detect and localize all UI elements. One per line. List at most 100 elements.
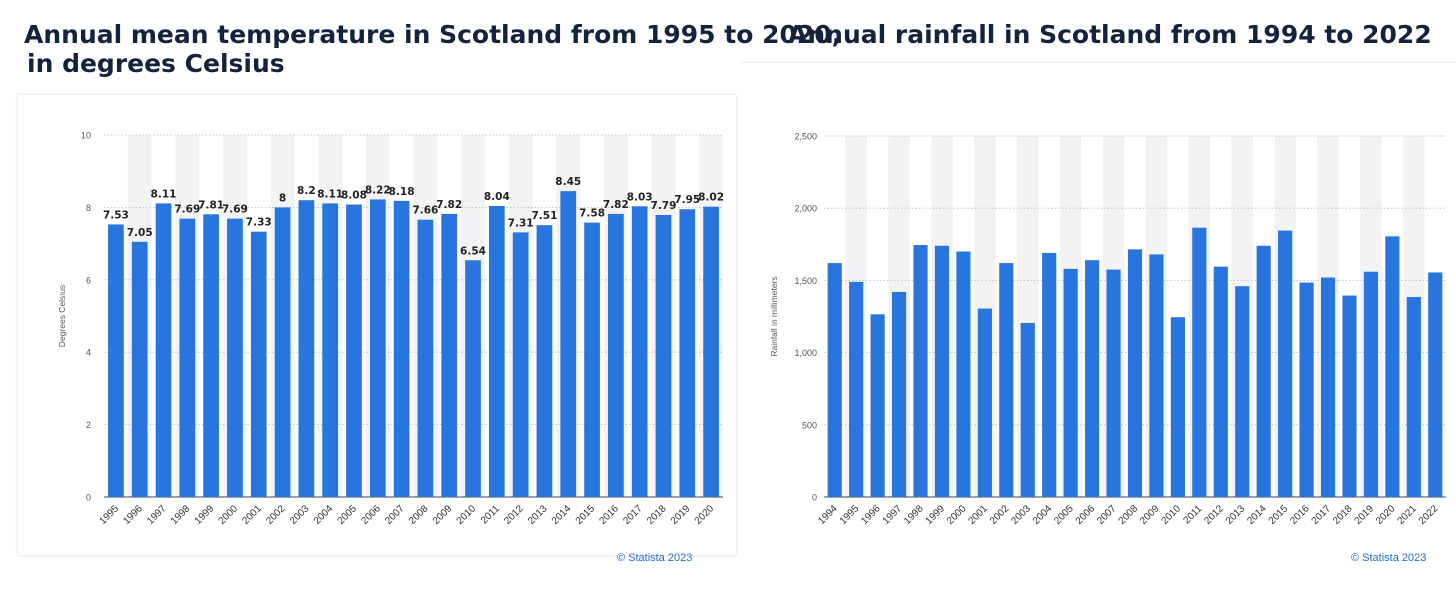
- bar: [155, 203, 172, 497]
- bar: [631, 206, 648, 497]
- bar: [346, 204, 362, 497]
- bar: [1192, 227, 1207, 497]
- chart-title-rainfall: Annual rainfall in Scotland from 1994 to…: [788, 20, 1448, 49]
- bar: [608, 213, 624, 497]
- temperature-chart: 0 2 4 6 8 10 Degrees Celsius 7.53 1995 7.05 1996 8.…: [57, 131, 724, 527]
- data-label: 8.45: [555, 176, 581, 188]
- x-tick-label: 2015: [574, 503, 598, 527]
- x-tick-label: 1996: [859, 503, 883, 527]
- data-label: 7.79: [651, 200, 677, 212]
- rainfall-chart-panel: 0 500 1,000 1,500 2,000 2,500 Rainfall in mill…: [740, 62, 1456, 563]
- bar: [956, 251, 971, 497]
- bar: [108, 224, 124, 497]
- data-label: 8.22: [365, 184, 391, 196]
- x-tick-label: 2013: [1224, 503, 1248, 527]
- bar: [512, 232, 529, 498]
- bar: [1256, 245, 1271, 497]
- x-tick-label: 2000: [217, 503, 241, 527]
- x-tick-label: 2019: [1353, 503, 1377, 527]
- data-label: 7.51: [531, 210, 557, 222]
- statista-credit[interactable]: © Statista 2023: [1351, 552, 1427, 564]
- chart-title-temperature: Annual mean temperature in Scotland from…: [24, 20, 842, 78]
- bar: [560, 191, 577, 498]
- x-tick-label: 2005: [1052, 503, 1076, 527]
- x-tick-label: 2010: [455, 503, 479, 527]
- x-tick-label: 2001: [966, 503, 990, 527]
- x-tick-label: 2017: [621, 503, 645, 527]
- x-tick-label: 1997: [145, 503, 169, 527]
- bar: [827, 263, 842, 497]
- x-tick-label: 2019: [669, 503, 693, 527]
- x-tick-label: 2012: [1202, 503, 1226, 527]
- bar: [679, 209, 696, 497]
- x-tick-label: 1998: [902, 503, 926, 527]
- title-line-1: Annual mean temperature in Scotland from…: [24, 20, 842, 49]
- y-tick-label: 6: [86, 275, 91, 285]
- x-tick-label: 2004: [1031, 503, 1055, 527]
- bar: [1385, 236, 1400, 497]
- x-tick-label: 2009: [1138, 503, 1162, 527]
- data-label: 8.08: [341, 190, 367, 202]
- data-label: 7.82: [436, 199, 462, 211]
- title-line-2: in degrees Celsius: [27, 49, 285, 78]
- bar: [849, 281, 864, 497]
- data-label: 7.69: [174, 204, 200, 216]
- bar: [274, 207, 291, 497]
- bar: [441, 213, 458, 497]
- y-tick-label: 0: [812, 493, 817, 503]
- x-tick-label: 2007: [1095, 503, 1119, 527]
- x-tick-label: 1994: [816, 503, 840, 527]
- x-tick-label: 2021: [1395, 503, 1419, 527]
- data-label: 8.03: [627, 191, 653, 203]
- x-tick-label: 2004: [312, 503, 336, 527]
- x-tick-label: 2010: [1160, 503, 1184, 527]
- bar: [1085, 260, 1100, 497]
- x-tick-label: 2007: [383, 503, 407, 527]
- bar: [393, 200, 410, 497]
- title-line-1: Annual rainfall in Scotland from 1994 to…: [788, 20, 1432, 49]
- data-label: 7.05: [127, 227, 153, 239]
- data-label: 7.31: [508, 217, 534, 229]
- bar: [1020, 322, 1035, 497]
- x-tick-label: 2009: [431, 503, 455, 527]
- data-label: 8.04: [484, 191, 510, 203]
- x-tick-label: 2002: [264, 503, 288, 527]
- bar: [891, 291, 907, 497]
- data-label: 7.53: [103, 209, 129, 221]
- data-label: 7.81: [198, 199, 224, 211]
- bar: [131, 241, 148, 497]
- x-tick-label: 1999: [924, 503, 948, 527]
- data-label: 6.54: [460, 245, 486, 257]
- x-tick-label: 1996: [121, 503, 145, 527]
- y-tick-label: 2,500: [794, 132, 817, 142]
- x-tick-label: 2008: [1117, 503, 1141, 527]
- bar: [1320, 277, 1336, 497]
- bar: [913, 245, 928, 497]
- x-tick-label: 2020: [1374, 503, 1398, 527]
- data-label: 7.33: [246, 217, 272, 229]
- bar: [369, 199, 386, 497]
- bar: [536, 225, 553, 497]
- x-tick-label: 2016: [597, 503, 621, 527]
- bar: [703, 206, 719, 497]
- y-tick-label: 2: [86, 420, 91, 430]
- statista-credit[interactable]: © Statista 2023: [617, 552, 693, 564]
- bar: [870, 314, 885, 497]
- x-tick-label: 2005: [336, 503, 360, 527]
- bar: [1428, 272, 1443, 497]
- bar: [1106, 269, 1121, 497]
- x-tick-label: 2001: [240, 503, 264, 527]
- x-tick-label: 2002: [988, 503, 1012, 527]
- x-tick-label: 2017: [1310, 503, 1334, 527]
- y-tick-label: 2,000: [794, 204, 817, 214]
- bar: [1042, 252, 1057, 497]
- y-axis-label: Rainfall in millimeters: [769, 276, 779, 356]
- bar: [1149, 254, 1164, 497]
- bar: [655, 215, 672, 497]
- x-tick-label: 2018: [1331, 503, 1355, 527]
- x-tick-label: 2015: [1267, 503, 1291, 527]
- data-label: 8: [279, 192, 286, 204]
- y-tick-label: 8: [86, 203, 91, 213]
- bar: [999, 263, 1014, 497]
- data-label: 8.02: [698, 192, 724, 204]
